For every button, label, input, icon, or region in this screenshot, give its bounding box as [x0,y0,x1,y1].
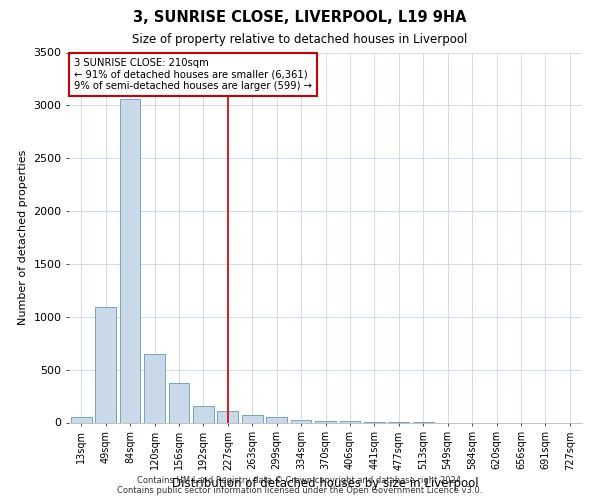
X-axis label: Distribution of detached houses by size in Liverpool: Distribution of detached houses by size … [172,476,479,490]
Bar [266,416,287,422]
Bar [144,354,165,422]
Text: 3, SUNRISE CLOSE, LIVERPOOL, L19 9HA: 3, SUNRISE CLOSE, LIVERPOOL, L19 9HA [133,10,467,25]
Bar [315,421,336,422]
Bar [290,420,311,422]
Bar [193,406,214,422]
Bar [217,412,238,422]
Bar [71,417,92,422]
Text: Size of property relative to detached houses in Liverpool: Size of property relative to detached ho… [133,32,467,46]
Bar [242,415,263,422]
Bar [95,308,116,422]
Text: Contains HM Land Registry data © Crown copyright and database right 2024.
Contai: Contains HM Land Registry data © Crown c… [118,476,482,495]
Bar [119,99,140,422]
Bar [169,384,190,422]
Text: 3 SUNRISE CLOSE: 210sqm
← 91% of detached houses are smaller (6,361)
9% of semi-: 3 SUNRISE CLOSE: 210sqm ← 91% of detache… [74,58,312,91]
Y-axis label: Number of detached properties: Number of detached properties [17,150,28,325]
